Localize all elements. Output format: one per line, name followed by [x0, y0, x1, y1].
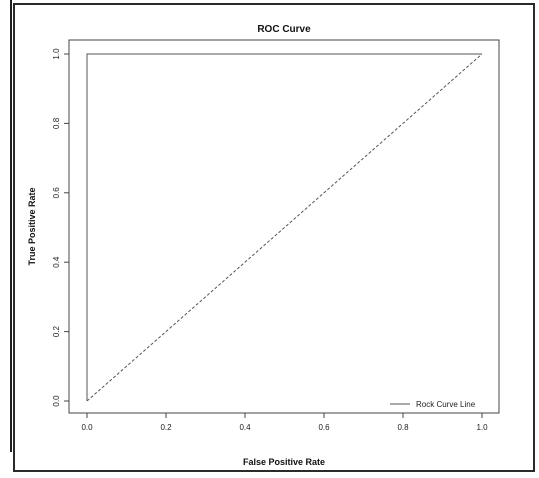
- x-tick-label: 0.6: [318, 423, 330, 432]
- y-tick-label: 0.2: [52, 325, 61, 337]
- chart-title: ROC Curve: [257, 24, 311, 35]
- x-tick-label: 1.0: [476, 423, 488, 432]
- panel-divider: [10, 0, 12, 452]
- left-panel-edge: [0, 0, 12, 478]
- axis-ticks: 0.0 0.2 0.4 0.6 0.8 1.0 0.0 0.2 0.4 0.6 0.8 1.0: [52, 48, 488, 432]
- x-axis-title: False Positive Rate: [243, 457, 325, 467]
- y-tick-label: 0.8: [52, 117, 61, 129]
- series-layer: [86, 53, 483, 402]
- x-tick-label: 0.0: [81, 423, 93, 432]
- roc-curve-line: [86, 53, 482, 401]
- y-axis-title: True Positive Rate: [27, 187, 37, 265]
- plot-area-border: [68, 39, 500, 414]
- y-tick-label: 1.0: [52, 48, 61, 60]
- diagonal-reference-line: [86, 53, 483, 402]
- plot-window: [13, 3, 535, 472]
- y-tick-label: 0.6: [52, 187, 61, 199]
- x-tick-label: 0.2: [160, 423, 172, 432]
- y-tick-label: 0.0: [52, 395, 61, 407]
- x-tick-label: 0.8: [397, 423, 409, 432]
- x-tick-label: 0.4: [239, 423, 251, 432]
- legend-label: Rock Curve Line: [416, 400, 476, 409]
- legend: Rock Curve Line: [390, 400, 476, 409]
- y-tick-label: 0.4: [52, 256, 61, 268]
